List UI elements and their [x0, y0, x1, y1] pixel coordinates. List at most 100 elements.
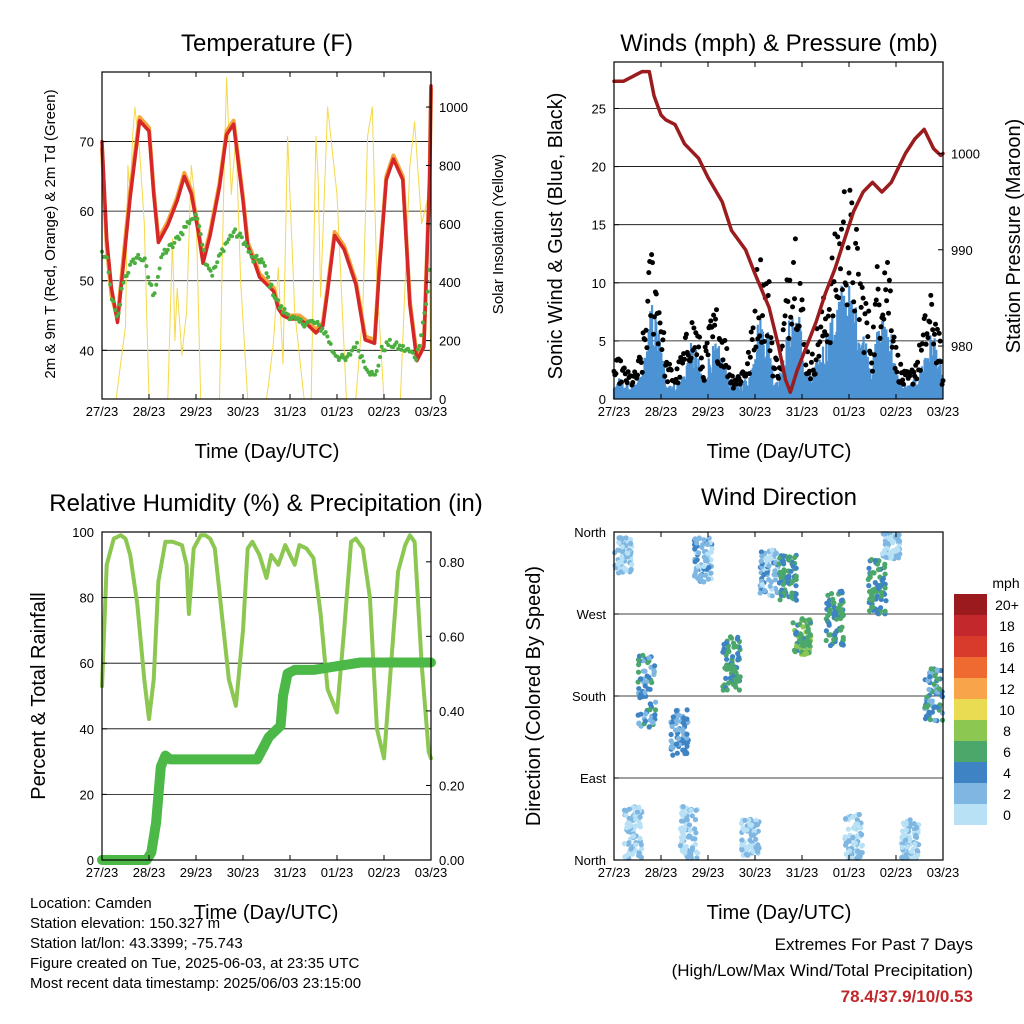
extremes-subtitle: (High/Low/Max Wind/Total Precipitation)	[671, 961, 973, 980]
gust-point	[720, 357, 726, 363]
humidity-title: Relative Humidity (%) & Precipitation (i…	[49, 490, 482, 517]
direction-grid	[614, 613, 943, 779]
gust-point	[757, 333, 763, 339]
direction-point	[694, 855, 700, 861]
gust-point	[766, 279, 772, 285]
dewpoint-point	[157, 266, 162, 271]
direction-point	[706, 535, 712, 541]
direction-point	[696, 550, 702, 556]
dewpoint-point	[350, 348, 354, 353]
direction-point	[757, 590, 763, 596]
direction-point	[673, 741, 680, 747]
direction-point	[618, 559, 624, 565]
gust-point	[618, 358, 624, 364]
direction-point	[833, 616, 840, 622]
direction-point	[628, 822, 634, 828]
precipitation-line	[97, 657, 436, 865]
dewpoint-point	[295, 316, 300, 321]
temperature-ytick-right-label: 200	[439, 334, 461, 349]
dewpoint-point	[243, 240, 248, 245]
dewpoint-point	[401, 344, 405, 348]
gust-point	[841, 189, 847, 195]
direction-xtick-label: 29/23	[692, 865, 725, 880]
temperature-ytick-right-label: 0	[439, 392, 446, 407]
direction-point	[830, 596, 836, 603]
gust-point	[799, 297, 805, 303]
humidity-ytick-label: 80	[80, 591, 94, 606]
gust-point	[901, 381, 906, 387]
gust-point	[692, 345, 698, 351]
gust-point	[756, 315, 762, 321]
direction-point	[850, 814, 856, 820]
gust-point	[760, 313, 765, 319]
gust-point	[889, 344, 895, 350]
gust-point	[858, 304, 864, 310]
winds-ytick-label: 20	[592, 160, 606, 175]
gust-point	[645, 298, 651, 304]
gust-point	[646, 270, 652, 276]
dewpoint-point	[259, 257, 264, 262]
direction-point	[741, 827, 748, 833]
direction-point	[826, 632, 832, 638]
dewpoint-point	[116, 311, 121, 316]
dewpoint-point	[424, 302, 429, 307]
temperature-panel: Temperature (F) Time (Day/UTC) 2m & 9m T…	[42, 30, 507, 463]
gust-point	[918, 347, 924, 353]
gust-point	[922, 313, 928, 319]
dewpoint-point	[113, 308, 118, 312]
direction-point	[927, 717, 933, 723]
direction-point	[882, 608, 888, 614]
gust-point	[923, 341, 929, 347]
direction-ytick-label: North	[574, 853, 606, 868]
direction-series	[612, 531, 946, 861]
direction-point	[637, 835, 643, 841]
temperature-ylabel: 2m & 9m T (Red, Orange) & 2m Td (Green)	[42, 89, 59, 378]
dewpoint-point	[410, 350, 415, 355]
humidity-xtick-label: 29/23	[180, 865, 213, 880]
direction-point	[784, 575, 790, 581]
direction-point	[695, 575, 701, 581]
direction-point	[692, 826, 698, 832]
direction-point	[747, 822, 753, 828]
direction-point	[886, 541, 892, 547]
temperature-ytick-label: 70	[80, 135, 94, 150]
colorbar-label: 8	[1003, 723, 1011, 739]
direction-point	[726, 680, 732, 686]
gust-point	[708, 318, 714, 324]
dewpoint-point	[266, 275, 271, 279]
gust-point	[657, 320, 663, 326]
gust-point	[653, 291, 659, 297]
gust-point	[851, 299, 857, 305]
direction-point	[882, 585, 888, 591]
colorbar-label: 10	[999, 702, 1015, 718]
dewpoint-point	[108, 282, 113, 287]
gust-point	[936, 330, 942, 336]
gust-point	[826, 307, 832, 312]
direction-point	[652, 712, 658, 718]
direction-xtick-label: 03/23	[927, 865, 960, 880]
direction-point	[924, 713, 930, 719]
winds-xtick-label: 02/23	[880, 404, 913, 419]
winds-xlabel: Time (Day/UTC)	[707, 441, 852, 463]
dewpoint-point	[119, 286, 124, 291]
direction-point	[642, 690, 648, 696]
direction-point	[729, 662, 735, 668]
gust-point	[651, 314, 657, 320]
dewpoint-point	[417, 343, 422, 348]
dewpoint-point	[425, 289, 430, 294]
direction-point	[931, 717, 938, 723]
direction-point	[669, 723, 675, 730]
gust-point	[651, 331, 656, 337]
direction-point	[853, 821, 859, 827]
direction-point	[684, 731, 690, 737]
gust-point	[933, 321, 938, 327]
direction-point	[797, 638, 803, 644]
direction-point	[769, 547, 775, 553]
gust-point	[898, 361, 904, 367]
gust-point	[714, 307, 719, 313]
gust-point	[746, 371, 752, 377]
humidity-xtick-label: 27/23	[86, 865, 119, 880]
dewpoint-point	[269, 282, 274, 287]
dewpoint-point	[325, 334, 330, 339]
direction-point	[636, 850, 642, 856]
